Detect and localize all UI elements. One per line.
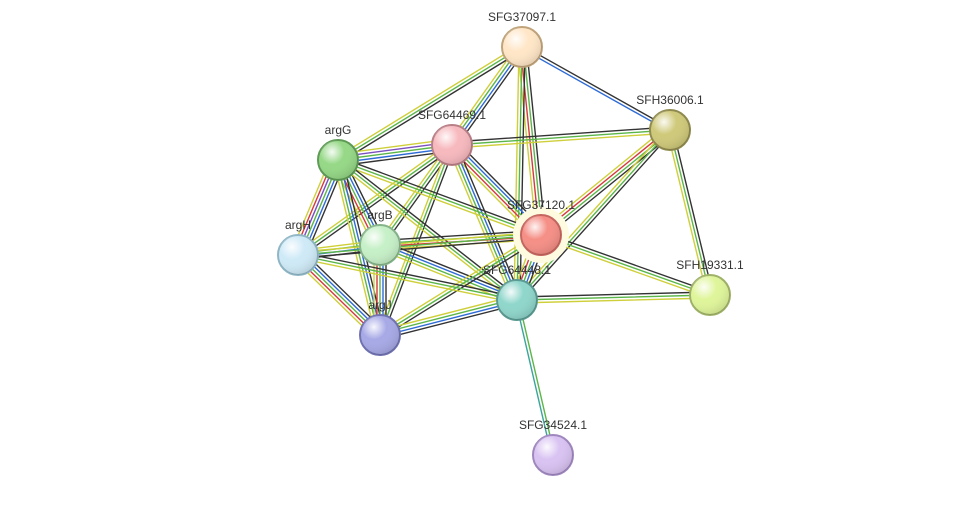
node-label: SFG37097.1 <box>488 10 556 24</box>
node-circle[interactable] <box>497 280 537 320</box>
network-graph: SFG37097.1SFG64469.1SFH36006.1argGargBSF… <box>0 0 976 505</box>
node-circle[interactable] <box>318 140 358 180</box>
node-circle[interactable] <box>432 125 472 165</box>
node-circle[interactable] <box>360 225 400 265</box>
edge <box>452 133 670 148</box>
node-circle[interactable] <box>278 235 318 275</box>
node-label: SFG34524.1 <box>519 418 587 432</box>
node-argG[interactable]: argG <box>318 123 358 180</box>
node-label: argG <box>325 123 352 137</box>
edge <box>336 44 520 157</box>
edge <box>379 296 516 331</box>
edge <box>516 300 552 455</box>
node-SFG64469[interactable]: SFG64469.1 <box>418 108 486 165</box>
node-circle[interactable] <box>521 215 561 255</box>
edge <box>338 47 522 160</box>
node-SFG34524[interactable]: SFG34524.1 <box>519 418 587 475</box>
edge <box>523 46 671 129</box>
node-label: SFH36006.1 <box>636 93 704 107</box>
edge <box>670 130 710 295</box>
node-label: SFH19331.1 <box>676 258 744 272</box>
edges-layer <box>291 44 713 455</box>
node-circle[interactable] <box>650 110 690 150</box>
edge <box>518 300 554 455</box>
node-circle[interactable] <box>690 275 730 315</box>
edge <box>667 131 707 296</box>
edge <box>452 130 670 145</box>
nodes-layer: SFG37097.1SFG64469.1SFH36006.1argGargBSF… <box>278 10 744 475</box>
node-circle[interactable] <box>360 315 400 355</box>
edge <box>521 48 669 131</box>
node-circle[interactable] <box>502 27 542 67</box>
node-circle[interactable] <box>533 435 573 475</box>
edge <box>380 299 517 334</box>
node-SFH36006[interactable]: SFH36006.1 <box>636 93 704 150</box>
edge <box>673 129 713 294</box>
edge <box>452 127 670 142</box>
